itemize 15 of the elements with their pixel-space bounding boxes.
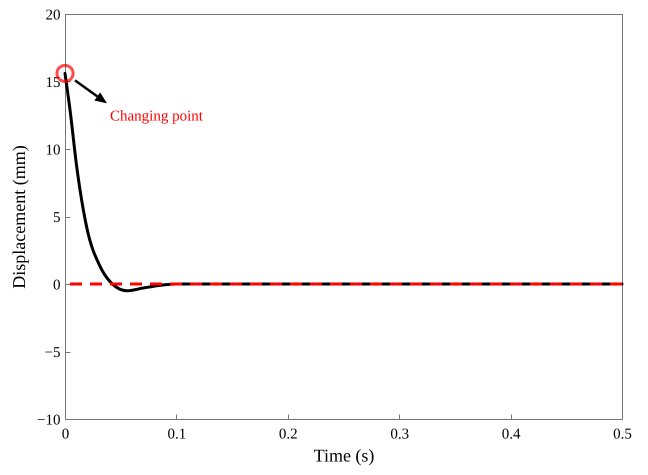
annotation: Changing point [110, 108, 204, 124]
y-tick-label: 5 [53, 210, 60, 226]
x-tick-label: 0.4 [502, 426, 521, 442]
x-axis-title: Time (s) [314, 446, 374, 466]
x-tick-label: 0.3 [390, 426, 410, 442]
y-tick-label: 10 [46, 142, 60, 158]
y-tick-label: 20 [46, 8, 60, 24]
x-tick-label: 0.1 [168, 426, 186, 442]
x-tick-label: 0.2 [278, 426, 298, 442]
y-tick-label: −10 [37, 412, 60, 428]
x-tick-label: 0.5 [613, 426, 632, 442]
y-axis-title: Displacement (mm) [9, 145, 30, 289]
y-tick-label: 0 [53, 278, 60, 294]
y-tick-label: 15 [46, 75, 60, 91]
y-tick-label: −5 [44, 345, 60, 361]
